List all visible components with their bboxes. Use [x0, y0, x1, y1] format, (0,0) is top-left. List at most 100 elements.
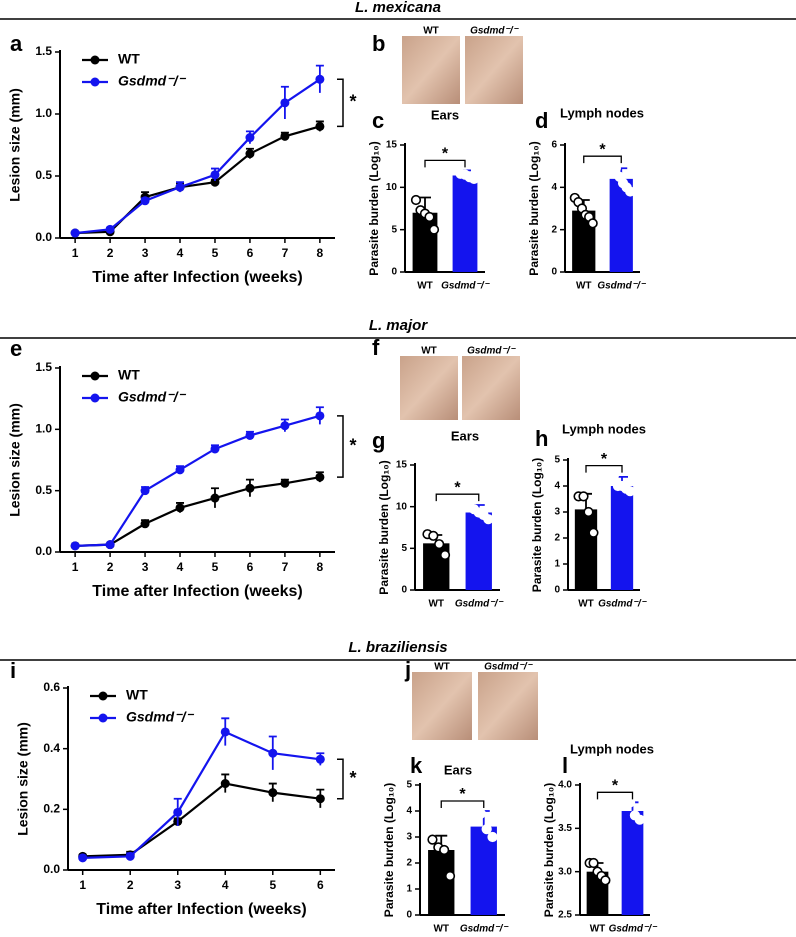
y-tick-label: 1 — [554, 559, 560, 570]
section-title: L. braziliensis — [348, 639, 447, 656]
legend-label: WT — [118, 51, 140, 67]
y-tick-label: 0.0 — [35, 230, 52, 244]
marker — [140, 196, 150, 206]
y-tick-label: 3 — [554, 507, 560, 518]
data-point — [625, 186, 636, 197]
marker — [245, 149, 255, 159]
x-tick-label: 2 — [107, 246, 114, 260]
data-point — [481, 824, 492, 835]
marker — [173, 807, 183, 817]
x-tick-label: 4 — [177, 560, 184, 574]
x-tick-label: 2 — [107, 560, 114, 574]
significance-bracket — [440, 800, 485, 808]
chart-title: Lymph nodes — [562, 421, 646, 436]
marker — [105, 540, 115, 550]
marker — [220, 779, 230, 789]
significance-bracket — [337, 78, 344, 128]
panel-letter: a — [10, 31, 23, 56]
x-tick-label: WT — [590, 924, 606, 935]
legend-label: Gsdmd⁻/⁻ — [126, 709, 195, 725]
panel-letter: j — [404, 657, 411, 682]
ear-photo — [402, 36, 460, 104]
series-line — [75, 414, 321, 547]
y-tick-label: 0 — [401, 585, 407, 596]
ear-photo — [465, 36, 523, 104]
marker — [210, 444, 220, 454]
chart-title: Lymph nodes — [560, 105, 644, 120]
x-tick-label: 3 — [174, 878, 181, 892]
panel-letter: b — [372, 31, 385, 56]
marker — [268, 788, 278, 798]
marker — [70, 228, 80, 238]
marker — [245, 133, 255, 143]
panel-letter: e — [10, 336, 22, 361]
significance-mark: * — [459, 786, 466, 803]
x-tick-label: Gsdmd⁻/⁻ — [597, 281, 647, 292]
marker — [245, 483, 255, 493]
y-tick-label: 4.0 — [558, 780, 572, 791]
marker — [280, 421, 290, 431]
data-point — [608, 470, 619, 481]
y-tick-label: 2 — [551, 224, 557, 235]
marker — [175, 182, 185, 192]
series-line — [75, 78, 321, 235]
marker — [315, 74, 325, 84]
chart-title: Ears — [444, 762, 472, 777]
data-point — [634, 814, 645, 825]
series-line — [75, 476, 321, 547]
significance-mark: * — [442, 146, 449, 163]
data-point — [610, 163, 621, 174]
panel-letter: h — [535, 426, 548, 451]
y-tick-label: 1.0 — [35, 422, 52, 436]
significance-mark: * — [599, 141, 606, 158]
x-tick-label: 6 — [317, 878, 324, 892]
marker — [78, 853, 88, 863]
x-tick-label: 1 — [72, 246, 79, 260]
data-point — [424, 211, 435, 223]
data-point — [428, 224, 440, 235]
photo-label: WT — [423, 26, 439, 37]
data-point — [583, 506, 594, 518]
y-tick-label: 0.6 — [43, 680, 60, 694]
panel-letter: l — [562, 753, 568, 778]
series-line — [82, 730, 321, 859]
x-tick-label: Gsdmd⁻/⁻ — [460, 924, 510, 935]
x-tick-label: 5 — [212, 246, 219, 260]
data-point — [468, 173, 480, 184]
data-point — [410, 194, 422, 206]
marker — [105, 224, 115, 234]
marker — [210, 170, 220, 180]
significance-bracket — [435, 493, 480, 502]
x-tick-label: 6 — [247, 246, 254, 260]
photo-label: WT — [421, 346, 437, 357]
legend-marker — [90, 371, 100, 381]
data-point — [625, 486, 636, 497]
marker — [315, 472, 325, 482]
x-tick-label: WT — [433, 924, 449, 935]
x-tick-label: 3 — [142, 246, 149, 260]
significance-mark: * — [349, 768, 356, 788]
x-tick-label: WT — [417, 281, 433, 292]
bar — [621, 811, 644, 915]
legend-marker — [98, 691, 108, 701]
y-tick-label: 10 — [386, 182, 398, 193]
photo-label: WT — [434, 662, 450, 673]
significance-bracket — [424, 159, 466, 168]
y-tick-label: 1.5 — [35, 44, 52, 58]
y-tick-label: 2.5 — [558, 910, 572, 921]
y-tick-label: 0.0 — [43, 862, 60, 876]
legend-marker — [98, 713, 108, 723]
bar — [610, 486, 634, 590]
y-tick-label: 0.5 — [35, 168, 52, 182]
x-tick-label: 1 — [79, 878, 86, 892]
x-tick-label: Gsdmd⁻/⁻ — [441, 281, 491, 292]
photo-label: Gsdmd⁻/⁻ — [467, 346, 517, 357]
legend-label: WT — [118, 367, 140, 383]
data-point — [428, 530, 439, 541]
data-point — [588, 527, 599, 538]
marker — [125, 851, 135, 861]
x-tick-label: 2 — [127, 878, 134, 892]
legend-label: Gsdmd⁻/⁻ — [118, 389, 187, 405]
panel-letter: i — [10, 658, 16, 683]
